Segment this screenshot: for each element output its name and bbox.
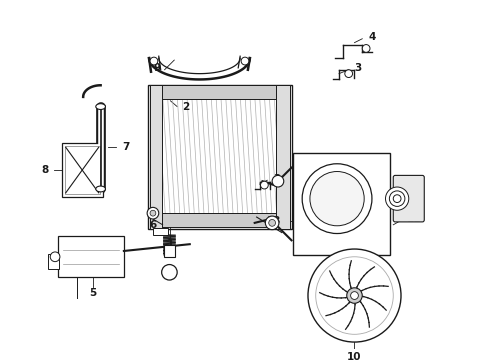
Bar [148, 85, 292, 229]
Text: 10: 10 [347, 352, 362, 360]
Bar [153, 228, 169, 235]
Text: 3: 3 [273, 174, 280, 184]
Bar [150, 213, 290, 227]
Bar [62, 143, 102, 197]
Text: 8: 8 [41, 165, 49, 175]
Bar [49, 254, 59, 269]
Text: 9: 9 [153, 63, 161, 73]
Text: 11: 11 [407, 214, 421, 224]
Text: 3: 3 [354, 63, 362, 73]
Text: 4: 4 [368, 32, 375, 42]
Text: 6: 6 [149, 220, 157, 230]
Circle shape [351, 292, 358, 300]
Bar [58, 237, 124, 277]
Circle shape [302, 164, 372, 234]
Circle shape [308, 249, 401, 342]
Circle shape [266, 216, 279, 230]
Circle shape [386, 187, 409, 210]
Bar [276, 85, 290, 229]
Circle shape [316, 257, 393, 334]
Circle shape [50, 252, 60, 262]
Text: 7: 7 [122, 142, 129, 152]
Ellipse shape [96, 104, 105, 109]
Circle shape [347, 288, 362, 303]
Text: 1: 1 [167, 239, 174, 249]
Text: 13: 13 [267, 216, 281, 226]
Bar [65, 146, 99, 194]
Circle shape [272, 175, 284, 187]
Text: 5: 5 [89, 288, 97, 298]
Circle shape [150, 57, 158, 65]
Circle shape [150, 210, 156, 216]
Circle shape [147, 207, 159, 219]
Bar [150, 85, 290, 99]
Circle shape [261, 181, 268, 189]
Bar [150, 85, 162, 229]
Circle shape [241, 57, 249, 65]
Circle shape [162, 265, 177, 280]
Bar [294, 153, 391, 255]
Text: 12: 12 [335, 264, 349, 274]
Text: 2: 2 [182, 102, 189, 112]
Circle shape [393, 195, 401, 203]
Circle shape [269, 220, 275, 226]
Circle shape [310, 171, 364, 226]
Circle shape [362, 45, 370, 52]
Ellipse shape [96, 186, 105, 192]
FancyBboxPatch shape [393, 175, 424, 222]
Bar [164, 245, 175, 257]
Circle shape [345, 70, 353, 77]
Circle shape [390, 191, 405, 206]
